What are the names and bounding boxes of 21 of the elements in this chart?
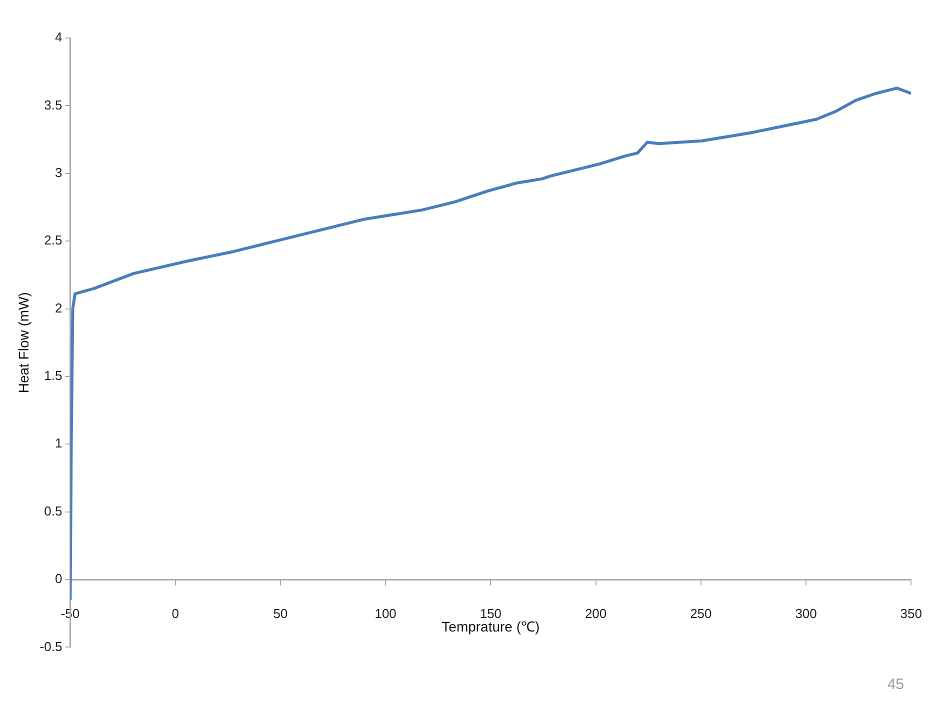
y-tick-label: 2 [54,300,62,316]
y-tick-label: 3 [54,164,62,180]
x-tick-label: 50 [273,606,288,621]
x-tick-label: 100 [374,606,396,621]
x-tick-label: 0 [172,606,179,621]
y-tick-label: 0 [54,571,62,586]
y-tick-label: 4 [54,30,62,45]
x-tick-label: 150 [480,606,502,621]
y-tick-label: 1.5 [44,368,62,384]
y-tick-label: 2.5 [44,232,62,248]
text: 45 [887,676,904,693]
y-axis-title: Heat Flow (mW) [15,292,32,394]
y-tick-label: 3.5 [44,97,62,112]
x-tick-label: 300 [795,606,817,621]
y-tick-label: 0.5 [44,503,62,518]
y-tick-label: -0.5 [40,638,62,654]
x-tick-label: 350 [900,606,922,621]
x-axis-title: Temprature (℃) [442,618,540,634]
x-tick-label: 200 [584,606,607,621]
y-tick-label: 1 [54,436,62,451]
x-tick-label: 250 [690,606,712,621]
